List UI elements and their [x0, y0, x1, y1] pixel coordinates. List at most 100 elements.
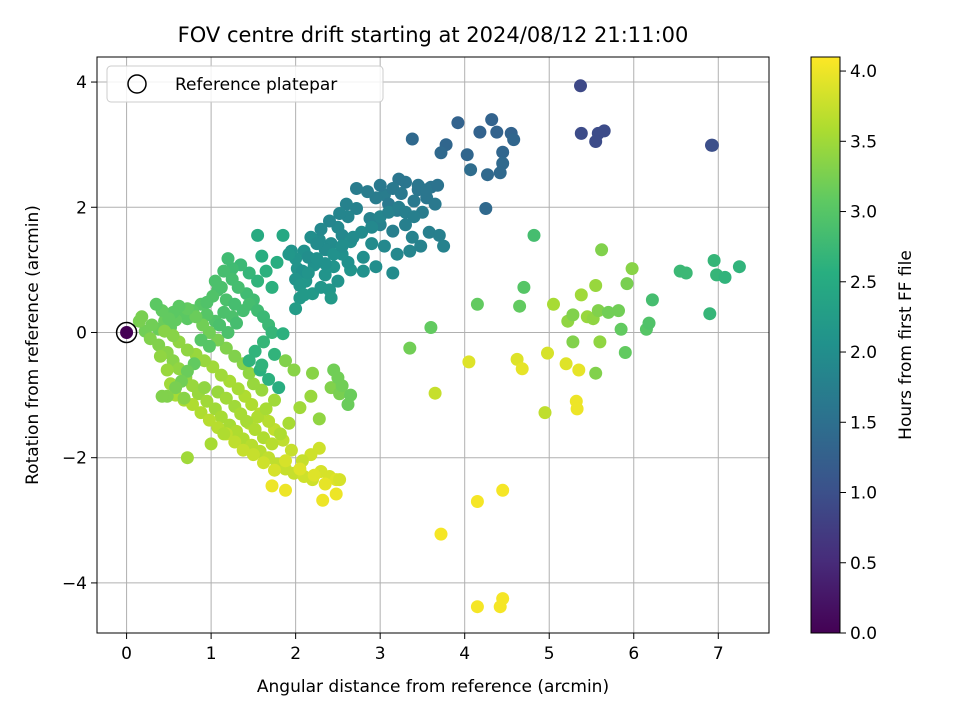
data-point: [424, 321, 438, 334]
y-tick-label: 0: [76, 323, 87, 343]
data-point: [464, 163, 478, 177]
data-point: [620, 277, 634, 291]
data-point: [242, 266, 256, 280]
data-point: [356, 250, 370, 264]
data-point: [287, 363, 301, 377]
data-point: [705, 138, 719, 152]
data-point: [390, 247, 404, 261]
data-point: [169, 381, 183, 395]
data-point: [422, 225, 436, 239]
data-point: [625, 262, 639, 276]
x-tick-label: 7: [713, 644, 724, 664]
data-point: [268, 463, 281, 477]
data-point: [547, 297, 560, 311]
data-point: [189, 310, 203, 324]
chart-title: FOV centre drift starting at 2024/08/12 …: [178, 23, 689, 47]
data-point: [324, 291, 338, 305]
data-point: [272, 381, 286, 395]
x-axis-label: Angular distance from reference (arcmin): [257, 677, 609, 697]
data-point: [200, 308, 214, 322]
data-point: [312, 412, 326, 426]
data-point: [153, 349, 167, 363]
legend: Reference platepar: [106, 65, 384, 103]
data-point: [240, 414, 254, 428]
reference-point: [120, 325, 134, 339]
data-point: [434, 527, 448, 541]
data-point: [180, 364, 194, 378]
data-point: [217, 427, 231, 441]
data-point: [246, 448, 260, 462]
data-point: [403, 341, 417, 355]
data-point: [612, 304, 625, 318]
data-point: [513, 299, 527, 313]
data-point: [386, 224, 400, 238]
data-point: [718, 270, 732, 284]
data-point: [306, 366, 319, 380]
data-point: [333, 207, 347, 220]
data-point: [574, 79, 587, 93]
reference-layer: [115, 321, 138, 344]
data-point: [361, 185, 374, 199]
data-point: [270, 255, 284, 269]
x-tick-label: 6: [628, 644, 639, 664]
data-point: [230, 316, 243, 330]
data-point: [346, 230, 360, 244]
reference-marker: [115, 321, 138, 344]
data-point: [403, 244, 417, 258]
data-point: [507, 133, 521, 147]
data-point: [333, 473, 347, 487]
data-point: [279, 354, 292, 368]
data-point: [679, 266, 693, 280]
data-point: [293, 462, 307, 476]
data-point: [265, 479, 279, 493]
data-point: [213, 318, 227, 332]
data-point: [231, 280, 245, 294]
data-point: [246, 377, 260, 391]
data-point: [574, 288, 588, 302]
data-point: [485, 113, 499, 127]
legend-marker: [127, 74, 147, 94]
data-point: [307, 468, 321, 482]
data-point: [284, 443, 298, 457]
data-point: [707, 254, 721, 267]
colorbar-ticks: 0.0 0.5 1.0 1.5 2.0 2.5 3.0 3.5 4.0: [840, 62, 877, 644]
y-tick-label: −2: [62, 449, 87, 469]
data-point: [527, 228, 541, 242]
data-point: [197, 381, 211, 395]
data-point: [242, 366, 256, 380]
data-point: [559, 357, 573, 371]
data-point: [490, 125, 504, 139]
data-point: [248, 344, 262, 358]
data-point: [149, 297, 163, 311]
data-point: [177, 391, 191, 405]
data-point: [262, 372, 276, 386]
data-point: [160, 363, 174, 377]
data-point: [570, 402, 584, 416]
data-point: [257, 335, 270, 349]
data-point: [318, 268, 332, 282]
data-point: [614, 322, 628, 336]
data-point: [593, 335, 607, 349]
data-point: [595, 243, 609, 257]
data-point: [335, 379, 349, 393]
colorbar-tick-label: 0.0: [850, 624, 877, 644]
data-point: [279, 483, 292, 497]
data-point: [538, 406, 552, 420]
data-point: [451, 116, 465, 130]
data-point: [618, 346, 632, 359]
data-point: [276, 228, 290, 242]
data-point: [265, 280, 279, 294]
data-point: [251, 410, 265, 424]
data-point: [268, 393, 281, 407]
colorbar-gradient: [810, 56, 841, 634]
data-point: [219, 341, 233, 355]
data-point: [732, 260, 746, 274]
data-point: [318, 477, 332, 491]
data-point: [365, 220, 379, 234]
data-point: [314, 222, 328, 236]
data-point: [589, 366, 603, 380]
y-axis-label: Rotation from reference (arcmin): [23, 205, 43, 485]
data-point: [493, 166, 507, 180]
data-point: [310, 252, 324, 266]
